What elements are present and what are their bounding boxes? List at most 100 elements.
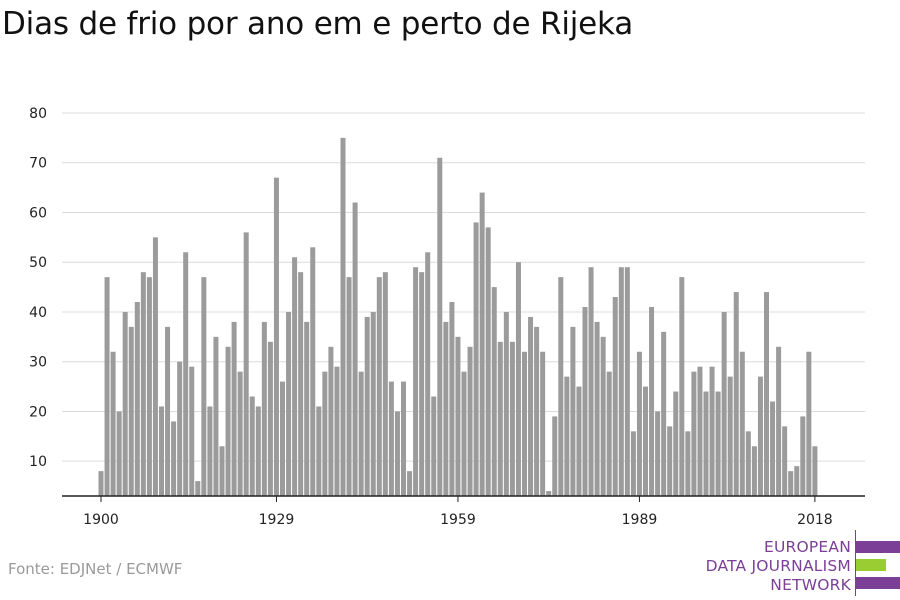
bar-1990	[643, 386, 648, 496]
bar-1964	[485, 227, 491, 497]
y-tick-label: 10	[29, 454, 47, 470]
bar-1909	[152, 237, 158, 496]
bar-1977	[564, 376, 570, 496]
bar-1996	[679, 277, 685, 496]
bar-1991	[649, 306, 655, 496]
bar-1989	[636, 351, 642, 496]
logo-bar-purple-bottom	[856, 577, 900, 589]
y-tick-label: 30	[29, 355, 47, 371]
bar-1906	[134, 302, 140, 496]
bar-1926	[255, 406, 261, 496]
bar-1999	[697, 366, 703, 496]
bar-1961	[467, 346, 473, 496]
bar-1948	[388, 381, 394, 496]
bar-1994	[667, 426, 673, 496]
bar-1955	[431, 396, 437, 496]
bar-2012	[776, 346, 782, 496]
bar-2000	[703, 391, 709, 496]
bar-1935	[310, 247, 316, 496]
bar-1973	[540, 351, 546, 496]
bar-1938	[328, 346, 334, 496]
bar-1930	[280, 381, 285, 496]
bar-2013	[782, 426, 788, 496]
x-tick-label: 1989	[622, 512, 658, 528]
bar-1981	[588, 267, 594, 496]
bar-1984	[606, 371, 612, 496]
bar-1992	[655, 411, 661, 496]
bar-1960	[461, 371, 467, 496]
x-tick-label: 1900	[83, 512, 119, 528]
bar-1903	[116, 411, 122, 496]
bar-1995	[673, 391, 679, 496]
bar-1962	[473, 222, 479, 496]
bar-2003	[721, 311, 727, 496]
bar-1905	[128, 326, 134, 496]
bar-1971	[528, 316, 534, 496]
bar-1987	[624, 267, 630, 496]
bar-1963	[479, 192, 485, 496]
bar-1919	[213, 336, 219, 496]
logo-bar-green	[856, 559, 886, 571]
bar-2010	[764, 292, 769, 496]
bar-1997	[685, 431, 691, 496]
bar-1929	[273, 177, 279, 496]
bar-1914	[183, 252, 189, 496]
bar-1952	[413, 267, 419, 496]
bar-1959	[455, 336, 461, 496]
bar-1945	[370, 311, 376, 496]
bar-1940	[340, 137, 346, 497]
bar-1920	[219, 446, 225, 496]
bar-1986	[618, 267, 624, 496]
bar-1947	[382, 272, 388, 496]
x-tick-label: 1959	[440, 512, 476, 528]
bar-1956	[437, 157, 443, 496]
bar-1924	[243, 232, 249, 496]
bar-1913	[177, 361, 183, 496]
bar-1900	[98, 471, 104, 496]
bar-1932	[292, 257, 298, 496]
bar-1916	[195, 481, 201, 496]
bar-1972	[534, 326, 540, 496]
bar-1974	[546, 491, 552, 496]
y-tick-label: 80	[29, 106, 47, 122]
bar-1923	[237, 371, 243, 496]
bar-1941	[346, 277, 352, 496]
logo-line-1: EUROPEAN	[763, 538, 851, 556]
bar-1979	[576, 386, 582, 496]
bar-1910	[159, 406, 164, 496]
bar-2015	[794, 466, 800, 496]
logo-divider	[855, 530, 856, 596]
bar-1917	[201, 277, 207, 496]
bar-1969	[515, 262, 521, 496]
source-note: Fonte: EDJNet / ECMWF	[8, 560, 183, 578]
bar-2006	[739, 351, 745, 496]
bar-1937	[322, 371, 328, 496]
bar-1915	[189, 366, 195, 496]
logo-line-3: NETWORK	[770, 576, 851, 594]
bar-1951	[407, 471, 413, 496]
bar-2001	[709, 366, 715, 496]
y-tick-label: 20	[29, 404, 47, 420]
bar-1965	[491, 287, 497, 496]
x-tick-label: 2018	[797, 512, 833, 528]
bar-1975	[552, 416, 558, 496]
y-tick-label: 60	[29, 205, 47, 221]
bar-1922	[231, 321, 237, 496]
bar-1976	[558, 277, 564, 496]
bar-1921	[225, 346, 231, 496]
bar-1993	[661, 331, 667, 496]
chart-title: Dias de frio por ano em e perto de Rijek…	[2, 6, 634, 42]
bar-chart: 10 20 30 40 50 60 70 80 1900 1929 1959 1989 2018	[29, 106, 865, 528]
bar-1942	[352, 202, 358, 496]
bar-1912	[171, 421, 177, 496]
bar-1907	[140, 272, 146, 496]
bar-1944	[364, 316, 370, 496]
x-tick-label: 1929	[259, 512, 295, 528]
y-tick-label: 40	[29, 305, 47, 321]
bar-2005	[733, 292, 739, 496]
bar-1954	[425, 252, 431, 496]
bar-1978	[570, 326, 576, 496]
bar-1936	[316, 406, 322, 496]
bar-1925	[249, 396, 255, 496]
bar-2002	[715, 391, 721, 496]
